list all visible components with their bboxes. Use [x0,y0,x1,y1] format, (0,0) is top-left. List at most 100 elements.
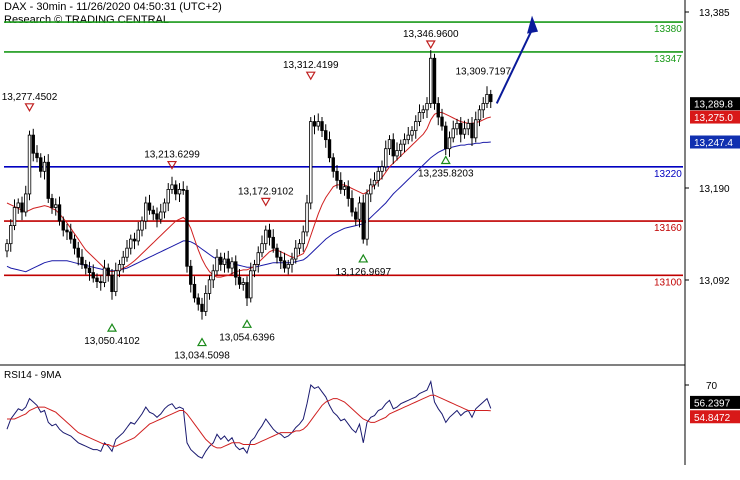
candle-body [342,186,347,190]
candle-body [320,121,324,132]
candle-body [271,236,275,249]
candle-body [290,258,294,265]
candle-body [245,282,249,299]
ma-slow-line [6,141,491,273]
candle-body [42,161,47,172]
up-marker-icon [358,253,369,263]
candle-body [376,170,380,181]
chart-title: DAX - 30min - 11/26/2020 04:50:31 (UTC+2… [4,1,222,13]
candle-body [136,229,140,242]
up-marker-icon [440,155,451,165]
level-label-13220: 13220 [654,169,682,180]
level-label-13100: 13100 [654,277,682,288]
chart-subtitle: Research © TRADING CENTRAL [4,14,169,26]
candle-body [249,270,253,299]
candle-body [380,166,384,172]
candle-body [417,112,422,122]
candle-body [369,184,373,195]
candle-body [177,188,182,195]
candle-body [455,122,459,130]
candle-body [406,134,410,141]
candle-body [365,193,369,240]
candle-body [110,274,114,292]
annotation-label: 13,172.9102 [238,186,294,197]
candle-body [204,292,208,312]
y-tick-label: 13,092 [699,276,730,287]
annotation-label: 13,277.4502 [2,92,58,103]
annotation-label: 13,309.7197 [455,67,511,78]
candle-body [72,238,77,249]
candle-body [489,94,493,103]
candle-body [477,109,482,121]
candle-body [230,261,234,269]
candle-body [106,267,110,276]
candle-body [466,122,470,130]
candle-body [99,281,103,284]
candle-body [185,189,189,267]
candle-body [65,229,69,233]
candle-body [260,243,264,254]
candle-body [189,265,193,285]
candle-body [470,122,474,139]
annotation-label: 13,312.4199 [283,60,339,71]
candle-body [121,256,125,265]
candle-body [474,119,478,139]
candle-body [327,139,332,159]
candle-body [27,134,32,195]
annotation-label: 13,050.4102 [84,336,140,347]
candle-body [481,103,485,111]
candle-body [391,139,395,157]
candle-body [399,143,403,151]
candle-body [451,128,455,139]
candle-body [144,202,148,222]
candle-body [125,247,129,258]
candle-body [16,202,20,208]
candle-body [140,220,144,231]
moving-averages [6,112,491,278]
candle-body [256,252,260,265]
level-lines: 13380 13347 13220 13160 13100 [4,21,683,288]
y-tick-label: 13,190 [699,184,730,195]
candle-body [402,139,407,145]
candle-body [147,202,152,211]
candle-body [215,256,219,272]
candle-body [357,202,362,220]
rsi-tag-red [690,410,740,424]
down-marker-icon [425,40,436,50]
candle-body [350,198,354,213]
forecast-arrow-head-icon [527,15,538,34]
candle-body [275,247,279,258]
candle-body [219,256,223,265]
candle-body [95,277,99,283]
candle-body [159,211,163,220]
candles [5,50,493,320]
down-marker-icon [166,160,178,170]
candle-body [361,202,365,240]
candle-body [346,186,350,199]
candle-body [440,116,444,127]
candle-body [211,270,215,281]
up-marker-icon [106,322,118,332]
candle-body [279,256,283,262]
rsi-tag-label: 56.2397 [694,398,731,409]
annotation-label: 13,054.6396 [219,332,275,343]
candle-body [207,279,212,294]
candle-body [331,157,335,172]
candle-body [200,303,204,312]
candle-body [170,184,174,190]
candle-body [436,103,440,118]
candle-body [39,157,43,172]
candle-body [24,193,28,213]
candle-body [151,209,155,215]
candle-body [114,270,118,292]
candle-body [286,264,290,269]
price-panel [0,0,686,465]
price-tag-blue [690,135,740,149]
candle-body [339,179,343,190]
down-marker-icon [260,197,271,207]
candle-body [20,202,24,213]
candle-body [46,161,50,199]
candle-body [241,282,245,285]
candle-body [421,109,425,113]
